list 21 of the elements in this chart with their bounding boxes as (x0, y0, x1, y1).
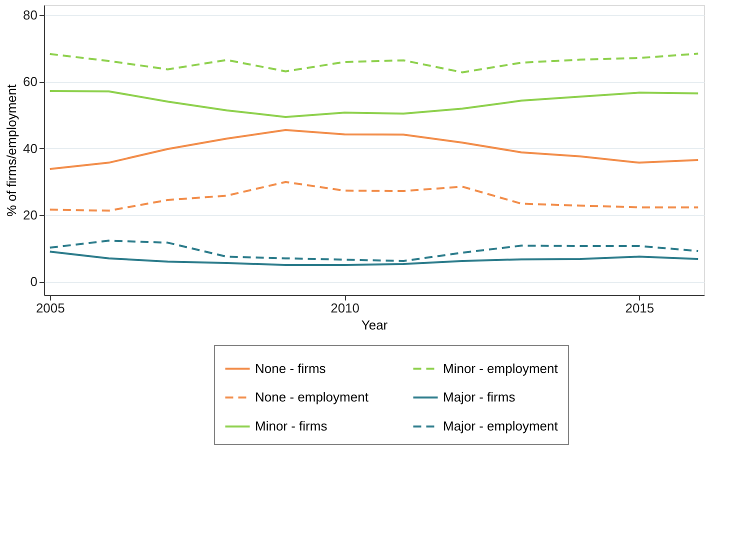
legend-label: None - employment (255, 390, 369, 404)
y-tick-label: 80 (23, 8, 38, 22)
x-axis-title: Year (361, 318, 388, 332)
x-tick-label: 2015 (625, 300, 654, 316)
legend-label: Major - firms (443, 390, 516, 404)
legend-label: None - firms (255, 360, 326, 376)
line-series (48, 181, 700, 212)
y-tick-label: 40 (23, 140, 38, 156)
line-series (48, 129, 700, 170)
x-tick-label: 2005 (36, 300, 65, 316)
legend-label: Minor - firms (255, 418, 328, 434)
line-series (48, 240, 700, 262)
line-series (48, 90, 700, 118)
y-axis-title: % of firms/employment (4, 84, 20, 217)
legend-label: Major - employment (443, 418, 558, 434)
x-tick-label: 2010 (330, 300, 360, 316)
legend-label: Minor - employment (443, 360, 558, 376)
line-series (48, 52, 700, 74)
y-tick-label: 20 (23, 208, 38, 222)
y-tick-label: 0 (30, 274, 38, 290)
y-tick-label: 60 (23, 74, 38, 90)
